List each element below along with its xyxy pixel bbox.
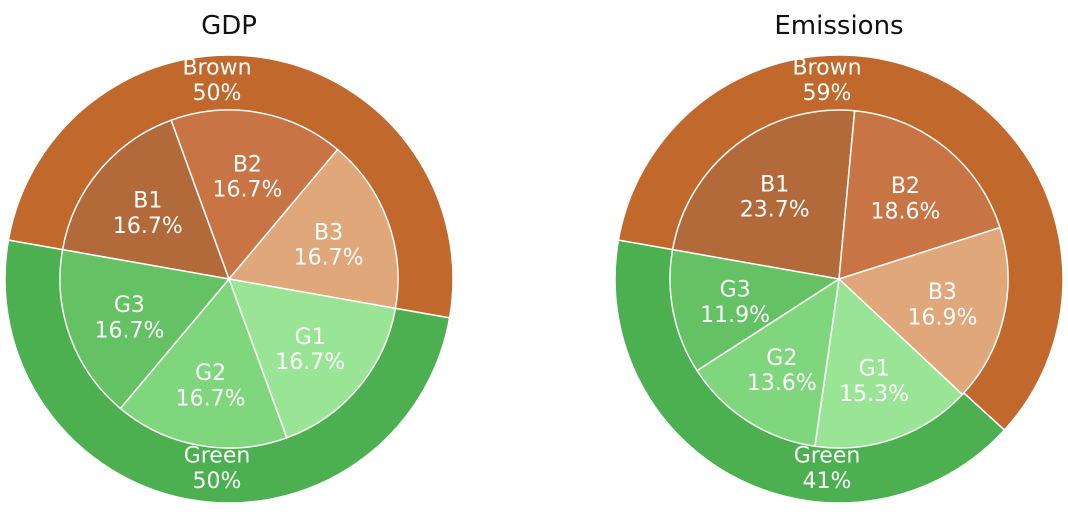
inner-slice-g1 [814,277,964,449]
inner-slice-g2 [695,277,840,448]
inner-label-g2: G2 13.6% [747,346,817,396]
inner-slice-g1 [227,278,397,439]
inner-label-b2: B2 16.7% [212,152,282,202]
inner-label-b1: B1 23.7% [740,172,810,222]
outer-label-green: Green 50% [184,444,251,494]
pie-chart-1: GDP Brown 50% Green 50% B1 16.7% B2 16.7%B3 16.7%… [4,11,454,504]
inner-label-g3: G3 16.7% [94,293,164,343]
inner-label-g1: G1 16.7% [275,325,345,375]
inner-label-g1: G1 15.3% [839,357,909,407]
inner-slice-g2 [119,277,288,449]
inner-slice-b3 [227,148,399,310]
inner-slice-b2 [838,109,1001,281]
inner-label-b2: B2 18.6% [870,174,940,224]
inner-slice-b2 [170,109,339,281]
inner-slice-b1 [61,119,231,280]
outer-label-green: Green 41% [794,444,861,494]
chart-title: Emissions [774,11,903,41]
inner-slice-b3 [837,226,1009,396]
outer-label-brown: Brown 59% [792,56,861,106]
inner-label-b3: B3 16.9% [907,280,977,330]
inner-slice-g3 [669,248,842,372]
inner-label-b3: B3 16.7% [294,220,364,270]
inner-label-g2: G2 16.7% [176,361,246,411]
inner-label-b1: B1 16.7% [113,189,183,239]
pie-chart-2: Emissions Brown 59% Green 41% B1 23.7% B2 18.6% B… [614,11,1064,504]
inner-slice-b1 [671,109,856,280]
inner-slice-g3 [59,248,231,410]
outer-label-brown: Brown 50% [182,56,251,106]
inner-label-g3: G3 11.9% [700,278,770,328]
chart-title: GDP [201,11,257,41]
